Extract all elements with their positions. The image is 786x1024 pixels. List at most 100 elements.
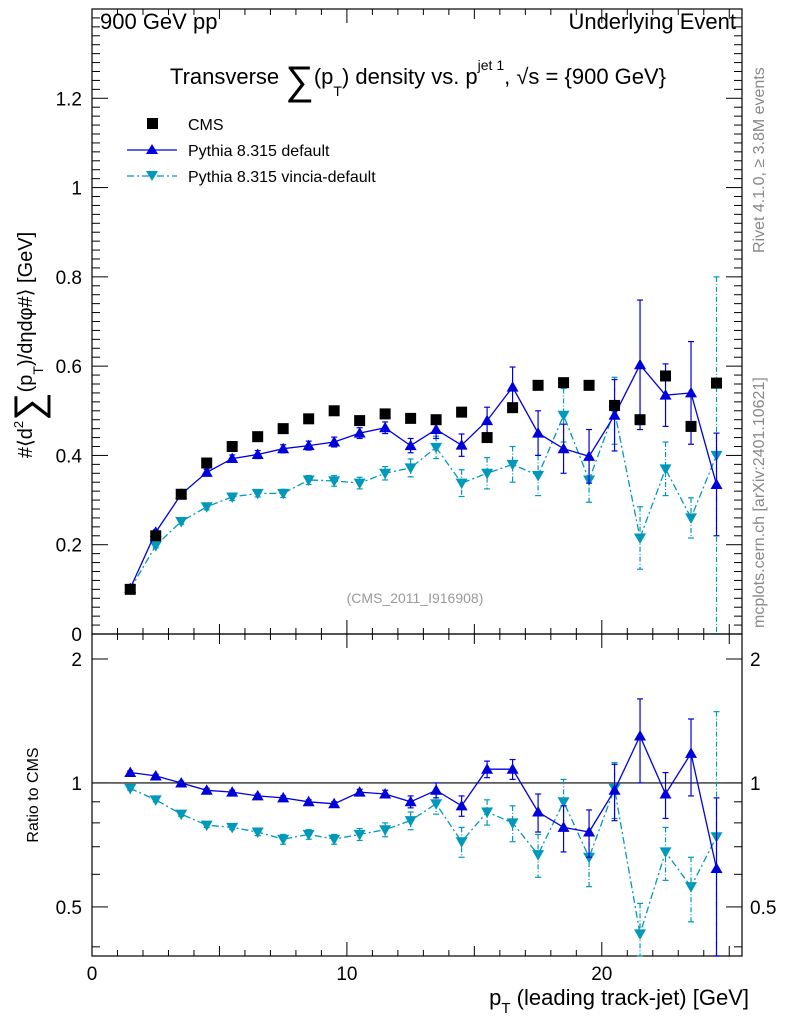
- main-cms-point: [634, 414, 646, 426]
- main-default-point: [226, 452, 239, 464]
- main-vincia-point: [659, 464, 672, 475]
- ratio-ytick-label-right: 1: [750, 774, 761, 795]
- ratio-default-point: [532, 806, 545, 817]
- main-marks: [124, 276, 723, 635]
- ratio-ytick-label: 2: [71, 650, 82, 671]
- ratio-ylabel: Ratio to CMS: [25, 747, 42, 842]
- ratio-vincia-point: [404, 816, 417, 827]
- ratio-vincia-point: [302, 829, 315, 841]
- ratio-default-point: [430, 784, 443, 795]
- ratio-default-point: [328, 797, 341, 809]
- main-cms-point: [456, 406, 468, 418]
- ratio-default-point: [379, 788, 392, 799]
- ratio-default-point: [124, 766, 137, 778]
- main-vincia-point: [481, 468, 494, 480]
- main-cms-point: [226, 441, 238, 452]
- main-vincia-point: [557, 410, 570, 422]
- rivet-label: Rivet 4.1.0, ≥ 3.8M events: [751, 67, 768, 253]
- main-triangle-down-line: [129, 408, 718, 590]
- ratio-vincia-point: [149, 795, 162, 806]
- main-vincia-point: [149, 541, 162, 552]
- ratio-vincia-point: [455, 837, 468, 848]
- main-cms-point: [328, 405, 340, 417]
- main-cms-point: [252, 431, 264, 443]
- ratio-default-point: [353, 786, 366, 797]
- ratio-vincia-point: [634, 929, 647, 940]
- legend-cms-marker: [147, 118, 158, 129]
- main-cms-point: [175, 488, 187, 500]
- ratio-vincia-point: [124, 783, 137, 795]
- ratio-vincia-point: [277, 834, 290, 846]
- ratio-vincia-point: [506, 818, 519, 829]
- main-default-point: [251, 448, 264, 460]
- legend-cms-label: CMS: [188, 117, 224, 134]
- main-cms-point: [685, 420, 697, 432]
- main-ytick-label: 0.8: [56, 268, 82, 289]
- main-vincia-point: [302, 475, 315, 486]
- main-vincia-point: [251, 488, 264, 500]
- ratio-vincia-point: [481, 807, 494, 819]
- main-cms-point: [507, 402, 519, 414]
- main-default-point: [634, 358, 647, 370]
- ratio-triangle-down-line: [129, 785, 718, 935]
- main-default-point: [710, 478, 723, 489]
- main-cms-point: [711, 377, 723, 389]
- header-left: 900 GeV pp: [100, 9, 217, 34]
- main-default-point: [379, 421, 392, 433]
- main-ytick-label: 1.2: [56, 89, 82, 110]
- main-default-point: [404, 439, 417, 451]
- main-vincia-point: [328, 476, 341, 487]
- main-ytick-label: 0.4: [56, 446, 83, 467]
- ratio-marks: [124, 698, 723, 957]
- main-triangle-up-line: [129, 363, 718, 589]
- main-cms-point: [481, 432, 493, 444]
- ratio-default-point: [455, 799, 468, 811]
- ratio-default-point: [608, 784, 621, 795]
- ratio-vincia-point: [557, 797, 570, 808]
- main-cms-point: [609, 399, 621, 411]
- legend: CMS Pythia 8.315 default Pythia 8.315 vi…: [127, 117, 376, 186]
- ratio-default-point: [302, 795, 315, 807]
- ratio-default-point: [710, 862, 723, 873]
- main-cms-point: [430, 414, 442, 426]
- main-cms-point: [660, 370, 672, 382]
- main-default-point: [659, 389, 672, 400]
- main-vincia-point: [379, 468, 392, 480]
- ratio-axes: 0.5 0.51 12 20 10 20: [56, 633, 776, 985]
- main-ylabel: #⟨d2∑(pT)/dηdφ#⟩ [GeV]: [7, 232, 51, 458]
- ratio-vincia-point: [328, 834, 341, 846]
- main-default-point: [353, 427, 366, 438]
- main-cms-point: [405, 412, 417, 424]
- xtick-label: 0: [87, 964, 98, 985]
- ratio-vincia-point: [430, 799, 443, 810]
- ratio-vincia-point: [583, 852, 596, 864]
- header-right: Underlying Event: [568, 9, 736, 34]
- ratio-frame: [91, 633, 743, 957]
- main-cms-point: [201, 457, 213, 469]
- main-frame: [91, 8, 743, 635]
- main-vincia-point: [277, 488, 290, 500]
- main-vincia-point: [200, 502, 213, 513]
- ratio-vincia-point: [251, 827, 264, 839]
- main-default-point: [685, 386, 698, 398]
- ratio-default-point: [557, 821, 570, 832]
- ratio-vincia-point: [379, 825, 392, 836]
- ratio-vincia-point: [685, 882, 698, 893]
- legend-default-label: Pythia 8.315 default: [188, 143, 330, 160]
- main-vincia-point: [226, 492, 239, 503]
- ratio-triangle-up-line: [130, 734, 718, 869]
- xtick-label: 20: [591, 964, 612, 985]
- main-default-point: [481, 414, 494, 426]
- main-cms-point: [277, 423, 289, 435]
- main-default-point: [302, 439, 315, 451]
- main-ytick-label: 1: [71, 179, 82, 200]
- main-default-point: [277, 442, 290, 454]
- main-cms-point: [379, 408, 391, 420]
- main-default-point: [557, 442, 570, 454]
- main-cms-point: [583, 379, 595, 391]
- ratio-default-point: [404, 795, 417, 807]
- ratio-default-point: [200, 784, 213, 795]
- legend-default-marker: [146, 144, 158, 154]
- legend-vincia-marker: [146, 171, 158, 181]
- main-default-point: [506, 381, 519, 392]
